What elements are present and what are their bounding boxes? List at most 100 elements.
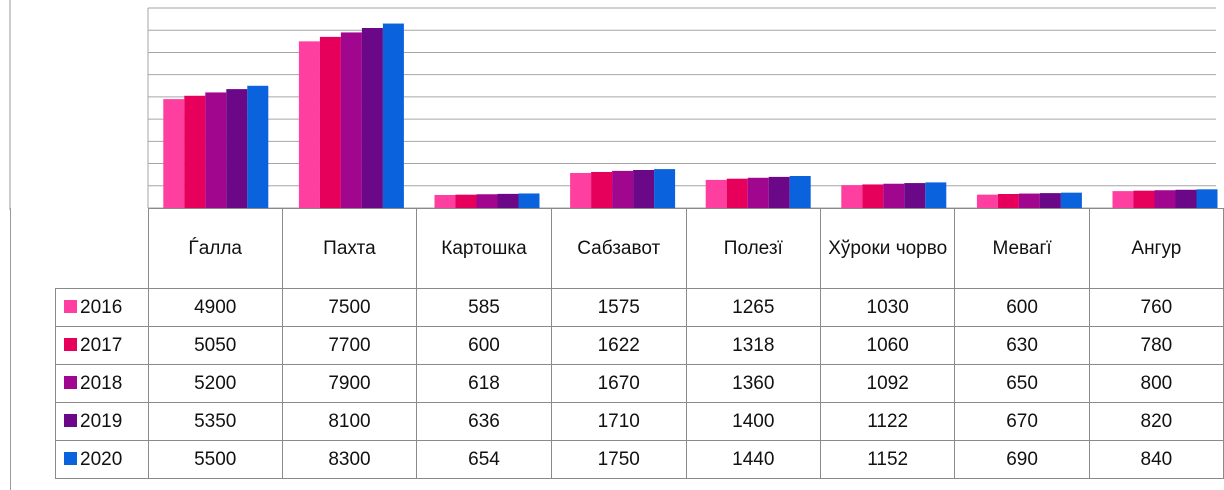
data-label: 1575 <box>550 288 687 327</box>
bar <box>570 173 592 208</box>
legend-swatch <box>64 375 77 389</box>
bar <box>1196 189 1218 208</box>
data-label: 1710 <box>550 402 687 441</box>
data-label: 600 <box>416 326 552 365</box>
bar <box>925 182 947 208</box>
data-label: 8300 <box>281 440 418 479</box>
bar <box>1018 193 1040 208</box>
bar <box>997 194 1019 208</box>
data-label: 5050 <box>147 326 283 365</box>
data-label: 1152 <box>819 440 956 479</box>
data-label: 820 <box>1088 402 1224 441</box>
bar <box>205 92 227 208</box>
header-row: Ѓалла Пахта Картошка Сабзавот Полезї Хўроки ч… <box>56 208 1224 289</box>
bar <box>247 85 269 208</box>
data-label: 670 <box>954 402 1090 441</box>
legend-swatch <box>64 451 77 465</box>
data-label: 800 <box>1088 364 1224 403</box>
legend-swatch <box>64 337 77 351</box>
category-label: Пахта <box>281 208 418 289</box>
bar <box>1060 192 1082 208</box>
bar <box>726 178 748 208</box>
legend-label: 2017 <box>80 334 123 356</box>
bar <box>1154 190 1176 208</box>
legend-entry: 2016 <box>55 288 149 327</box>
series-row: 2019 5350 8100 636 1710 1400 1122 670 820 <box>55 402 1224 441</box>
plot-area <box>9 0 1218 210</box>
bar <box>226 89 248 208</box>
data-label: 1360 <box>685 364 821 403</box>
bar <box>789 176 811 208</box>
data-label: 7900 <box>281 364 418 403</box>
bar <box>883 183 905 208</box>
legend-label: 2019 <box>80 410 123 432</box>
data-table: Ѓалла Пахта Картошка Сабзавот Полезї Хўроки ч… <box>55 208 1224 479</box>
bar <box>382 23 404 208</box>
data-label: 1060 <box>819 326 956 365</box>
series-row: 2016 4900 7500 585 1575 1265 1030 600 760 <box>55 288 1224 327</box>
data-label: 585 <box>416 288 552 327</box>
bar <box>976 194 998 208</box>
series-row: 2020 5500 8300 654 1750 1440 1152 690 840 <box>55 440 1224 479</box>
data-label: 5200 <box>147 364 283 403</box>
bar <box>654 169 676 208</box>
data-label: 600 <box>954 288 1090 327</box>
data-label: 690 <box>954 440 1090 479</box>
data-label: 7500 <box>281 288 418 327</box>
bar <box>768 176 790 208</box>
bar <box>518 193 540 208</box>
data-label: 1122 <box>819 402 956 441</box>
data-label: 840 <box>1088 440 1224 479</box>
legend-swatch <box>64 299 77 313</box>
bar <box>476 194 498 208</box>
bar <box>747 177 769 208</box>
legend-entry: 2019 <box>55 402 149 441</box>
bar <box>434 195 456 208</box>
legend-label: 2018 <box>80 372 123 394</box>
category-label: Картошка <box>416 208 552 289</box>
bar <box>1133 190 1155 208</box>
bar <box>1112 191 1134 208</box>
bar <box>497 193 519 208</box>
bar <box>1039 193 1061 208</box>
data-label: 780 <box>1088 326 1224 365</box>
legend-entry: 2017 <box>55 326 149 365</box>
data-label: 1400 <box>685 402 821 441</box>
data-label: 1440 <box>685 440 821 479</box>
data-label: 1265 <box>685 288 821 327</box>
data-label: 630 <box>954 326 1090 365</box>
category-label: Полезї <box>685 208 821 289</box>
bar <box>340 32 362 208</box>
bar <box>862 184 884 208</box>
bar <box>633 170 655 208</box>
data-label: 5500 <box>147 440 283 479</box>
bar <box>841 185 863 208</box>
bar <box>1175 189 1197 208</box>
data-label: 5350 <box>147 402 283 441</box>
bar <box>705 179 727 208</box>
bar <box>612 170 634 208</box>
data-label: 650 <box>954 364 1090 403</box>
data-label: 618 <box>416 364 552 403</box>
blank-cell <box>56 209 149 289</box>
bar <box>361 28 383 208</box>
legend-label: 2020 <box>80 448 123 470</box>
series-row: 2017 5050 7700 600 1622 1318 1060 630 780 <box>55 326 1224 365</box>
data-label: 1030 <box>819 288 956 327</box>
category-label: Ѓалла <box>147 208 283 289</box>
bar <box>591 171 613 208</box>
category-label: Хўроки чорво <box>819 208 956 289</box>
data-label: 654 <box>416 440 552 479</box>
bar <box>298 41 320 209</box>
data-label: 1622 <box>550 326 687 365</box>
data-label: 636 <box>416 402 552 441</box>
legend-label: 2016 <box>80 296 123 318</box>
bar <box>319 36 341 209</box>
data-label: 760 <box>1088 288 1224 327</box>
bar <box>455 194 477 208</box>
legend-entry: 2020 <box>55 440 149 479</box>
data-label: 1318 <box>685 326 821 365</box>
bar <box>163 99 185 208</box>
data-label: 1750 <box>550 440 687 479</box>
